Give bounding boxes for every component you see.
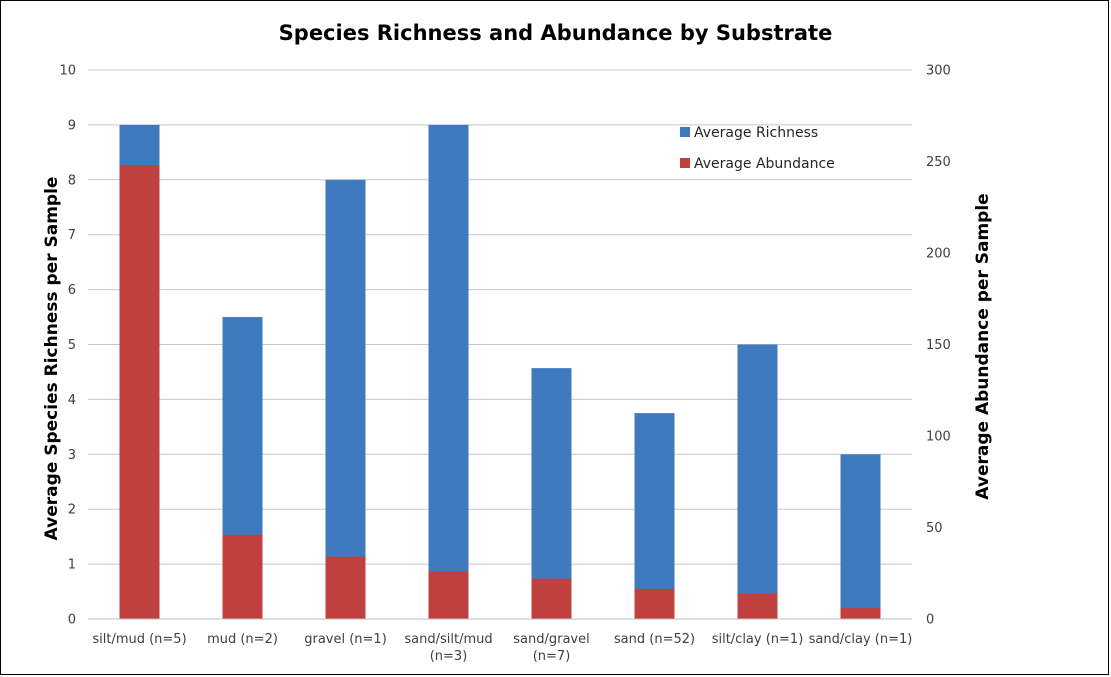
x-tick-label: sand/clay (n=1) <box>809 632 913 647</box>
y-tick-label: 2 <box>68 503 76 518</box>
chart-title: Species Richness and Abundance by Substr… <box>278 21 833 45</box>
y2-tick-label: 50 <box>926 521 943 536</box>
bar-abundance <box>840 608 881 619</box>
y-tick-label: 4 <box>68 393 76 408</box>
y2-tick-label: 0 <box>926 613 934 628</box>
legend-swatch <box>680 127 690 137</box>
x-tick-label: mud (n=2) <box>207 632 278 647</box>
bar-abundance <box>325 556 366 619</box>
x-tick-label: (n=7) <box>533 649 571 664</box>
bar-richness <box>634 413 675 619</box>
bar-richness <box>840 454 881 619</box>
bar-abundance <box>634 588 675 619</box>
gridlines <box>88 69 912 565</box>
y2-tick-label: 200 <box>926 247 951 262</box>
bar-richness <box>325 179 366 620</box>
y2-tick-label: 300 <box>926 64 951 79</box>
y-tick-label: 1 <box>68 558 76 573</box>
bar-abundance <box>428 571 469 619</box>
bar-abundance <box>222 534 263 619</box>
y-tick-label: 0 <box>68 613 76 628</box>
bar-abundance <box>119 165 160 619</box>
legend-label: Average Richness <box>694 125 818 141</box>
x-tick-label: sand (n=52) <box>614 632 695 647</box>
y-tick-label: 5 <box>68 338 76 353</box>
bar-richness <box>737 344 778 619</box>
x-tick-label: (n=3) <box>430 649 468 664</box>
x-tick-label: silt/mud (n=5) <box>92 632 186 647</box>
y-tick-label: 6 <box>68 283 76 298</box>
x-tick-label: silt/clay (n=1) <box>712 632 804 647</box>
y-tick-label: 10 <box>59 64 76 79</box>
y2-tick-label: 150 <box>926 338 951 353</box>
x-tick-label: sand/gravel <box>513 632 589 647</box>
bar-richness <box>428 124 469 620</box>
bars <box>119 124 881 620</box>
y-axis-title: Average Species Richness per Sample <box>42 177 62 541</box>
y-tick-label: 3 <box>68 448 76 463</box>
y-tick-label: 8 <box>68 173 76 188</box>
x-tick-label: gravel (n=1) <box>304 632 387 647</box>
bar-abundance <box>737 593 778 619</box>
y-tick-label: 7 <box>68 228 76 243</box>
y2-tick-label: 100 <box>926 430 951 445</box>
bar-richness <box>531 368 572 619</box>
y2-tick-label: 250 <box>926 155 951 170</box>
legend-swatch <box>680 158 690 168</box>
x-tick-label: sand/silt/mud <box>404 632 492 647</box>
bar-abundance <box>531 578 572 619</box>
legend: Average Richness Average Abundance <box>680 125 835 172</box>
y2-axis-title: Average Abundance per Sample <box>973 193 993 499</box>
legend-label: Average Abundance <box>694 156 835 172</box>
y-tick-label: 9 <box>68 118 76 133</box>
